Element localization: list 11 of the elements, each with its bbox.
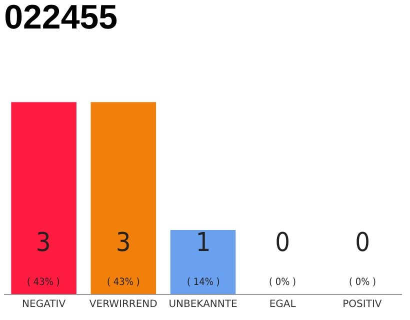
data-label: 3 ( 43% ) xyxy=(107,228,140,288)
chart-title: 022455 xyxy=(4,0,118,37)
x-tick-label: EGAL xyxy=(269,299,296,310)
data-label: 1 ( 14% ) xyxy=(187,228,220,288)
x-tick-label: POSITIV xyxy=(342,299,382,310)
x-tick-label: VERWIRREND xyxy=(89,299,158,310)
data-label: 3 ( 43% ) xyxy=(27,228,60,288)
x-tick-label: NEGATIV xyxy=(22,299,66,310)
data-label: 0 ( 0% ) xyxy=(269,228,296,288)
data-label: 0 ( 0% ) xyxy=(349,228,376,288)
x-tick-label: UNBEKANNTE xyxy=(168,299,238,310)
